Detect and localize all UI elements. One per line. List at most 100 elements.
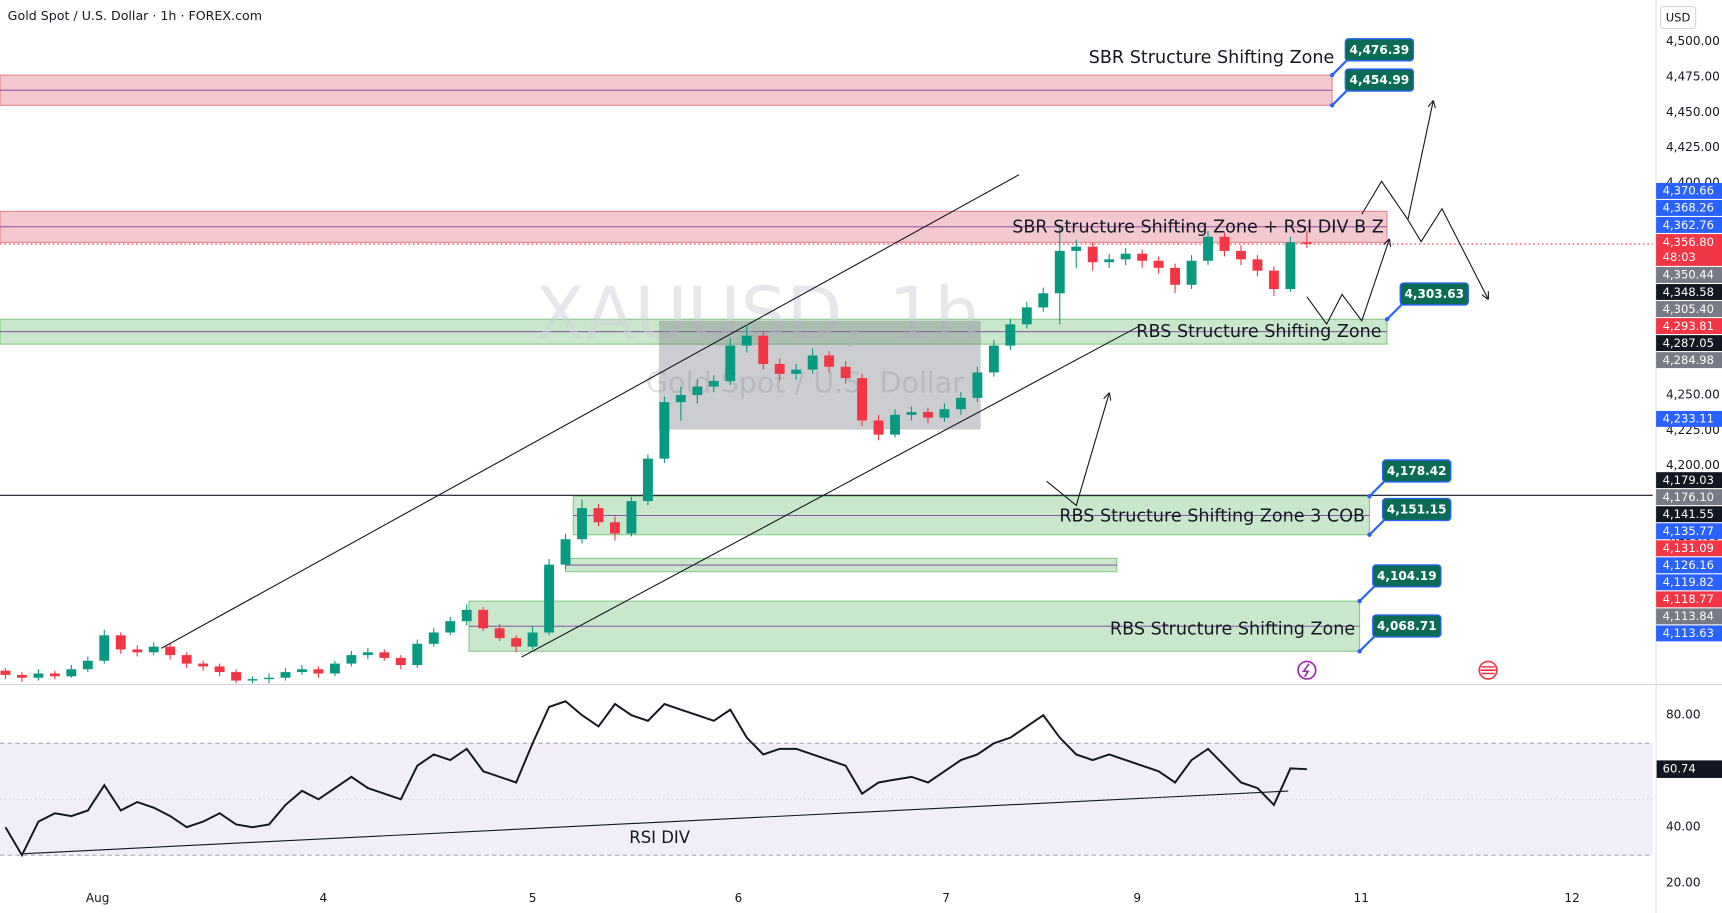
candle-body bbox=[577, 508, 587, 540]
callouts-layer: 4,476.39 4,454.99 4,303.63 4,178.42 4,151.15… bbox=[1329, 38, 1469, 654]
zone-labels-layer: SBR Structure Shifting Zone SBR Structure… bbox=[1012, 48, 1384, 639]
candle-body bbox=[49, 673, 60, 677]
lightning-icon[interactable] bbox=[1297, 660, 1317, 680]
callout-box bbox=[1372, 614, 1442, 638]
candle-body bbox=[214, 666, 225, 673]
candle-body bbox=[82, 660, 93, 670]
callout-anchor bbox=[1357, 598, 1362, 604]
price-tag bbox=[1656, 301, 1722, 317]
y-tick-label: 4,450.00 bbox=[1666, 105, 1720, 119]
callout-label: 4,303.63 bbox=[1404, 287, 1464, 301]
candle-body bbox=[840, 366, 851, 379]
price-tag bbox=[1656, 608, 1722, 625]
rsi-band bbox=[0, 743, 1653, 856]
header-title: Gold Spot / U.S. Dollar · 1h · FOREX.com bbox=[8, 8, 262, 23]
candle-body bbox=[824, 355, 835, 367]
zone-label: RBS Structure Shifting Zone bbox=[1110, 620, 1355, 640]
candle-body bbox=[16, 674, 27, 678]
candle-body bbox=[807, 355, 818, 370]
price-tag bbox=[1656, 199, 1722, 216]
candle-body bbox=[906, 412, 917, 415]
zone-label: SBR Structure Shifting Zone bbox=[1089, 48, 1335, 68]
candle-body bbox=[148, 646, 159, 653]
candle-body bbox=[774, 363, 785, 374]
callout-box bbox=[1381, 497, 1452, 522]
price-tag bbox=[1656, 352, 1722, 369]
price-tag-label: 4,370.66 bbox=[1663, 184, 1714, 198]
currency[interactable]: USD bbox=[1666, 11, 1691, 25]
candle-body bbox=[313, 669, 324, 674]
projection-arrow bbox=[1361, 101, 1433, 222]
price-tag bbox=[1656, 267, 1722, 283]
x-tick-label: 7 bbox=[942, 891, 950, 905]
callout-label: 4,151.15 bbox=[1387, 503, 1447, 517]
callout-pointer bbox=[1386, 303, 1404, 321]
candle-body bbox=[1236, 250, 1246, 260]
x-tick-label: 5 bbox=[529, 891, 537, 905]
icon-stripes[interactable] bbox=[1480, 666, 1496, 675]
candle-body bbox=[346, 655, 357, 664]
candle-body bbox=[362, 652, 373, 656]
candle-body bbox=[1170, 267, 1181, 285]
rsi-last-label: 60.74 bbox=[1663, 762, 1696, 776]
price-tag-label: 4,362.76 bbox=[1663, 218, 1714, 232]
y-tick-label: 4,250.00 bbox=[1666, 388, 1720, 402]
price-tag-label: 4,350.44 bbox=[1663, 268, 1714, 282]
candle-body bbox=[231, 672, 242, 681]
callout-pointer bbox=[1368, 480, 1386, 497]
flag-icon[interactable] bbox=[1478, 660, 1498, 680]
callout-box bbox=[1344, 68, 1415, 92]
callout-anchor bbox=[1367, 494, 1372, 499]
currency-box[interactable] bbox=[1659, 6, 1697, 30]
candle-body bbox=[1120, 253, 1131, 260]
candle-body bbox=[527, 632, 538, 647]
rsi-layer: 80.00 40.00 20.00 60.74 RSI DIV bbox=[0, 700, 1722, 890]
icon-bolt[interactable] bbox=[1301, 663, 1310, 678]
callout-anchor bbox=[1329, 103, 1335, 108]
candle-body bbox=[1087, 246, 1098, 263]
candle-body bbox=[1005, 324, 1016, 346]
symbol-watermark: XAUUSD, 1h bbox=[535, 273, 980, 357]
candle-body bbox=[659, 402, 670, 459]
candle-body bbox=[560, 539, 571, 565]
candle-body bbox=[988, 345, 999, 373]
candle-body bbox=[428, 632, 439, 644]
candle-body bbox=[280, 672, 291, 678]
price-tag bbox=[1656, 284, 1722, 300]
candle-body bbox=[445, 621, 456, 633]
price-tag-label: 4,287.05 bbox=[1663, 336, 1714, 350]
candle-body bbox=[955, 397, 966, 410]
candle-body bbox=[247, 679, 258, 681]
candle-body bbox=[395, 657, 406, 666]
price-tag bbox=[1656, 234, 1722, 266]
rsi-tick-label: 20.00 bbox=[1666, 876, 1701, 890]
x-tick-label: 4 bbox=[320, 891, 328, 905]
callout-label: 4,454.99 bbox=[1350, 73, 1410, 87]
candle-body bbox=[198, 663, 209, 667]
candle-body bbox=[758, 335, 769, 364]
candle-body bbox=[165, 646, 176, 656]
x-tick-label: 9 bbox=[1133, 891, 1141, 905]
x-tick-label: 12 bbox=[1564, 891, 1579, 905]
candle-body bbox=[0, 670, 11, 675]
x-tick-label: Aug bbox=[86, 891, 110, 905]
price-tag-label: 4,141.55 bbox=[1663, 507, 1714, 521]
zones-layer bbox=[0, 74, 1388, 652]
price-tag bbox=[1656, 625, 1722, 642]
callout-label: 4,068.71 bbox=[1377, 619, 1437, 633]
candle-body bbox=[939, 409, 950, 418]
candle-body bbox=[1301, 242, 1312, 244]
price-tag-label: 4,348.58 bbox=[1663, 285, 1714, 299]
candle-body bbox=[115, 635, 126, 650]
candle-body bbox=[1285, 242, 1296, 290]
callout-label: 4,178.42 bbox=[1387, 464, 1447, 478]
callout-label: 4,476.39 bbox=[1350, 43, 1410, 57]
candle-body bbox=[890, 414, 900, 435]
price-tag-label: 4,119.82 bbox=[1663, 575, 1714, 589]
callout-pointer bbox=[1368, 518, 1386, 536]
candle-body bbox=[642, 458, 653, 502]
candle-body bbox=[379, 652, 390, 658]
callout-anchor bbox=[1384, 317, 1390, 322]
icon-circle[interactable] bbox=[1297, 660, 1317, 680]
candle-body bbox=[1268, 270, 1279, 290]
